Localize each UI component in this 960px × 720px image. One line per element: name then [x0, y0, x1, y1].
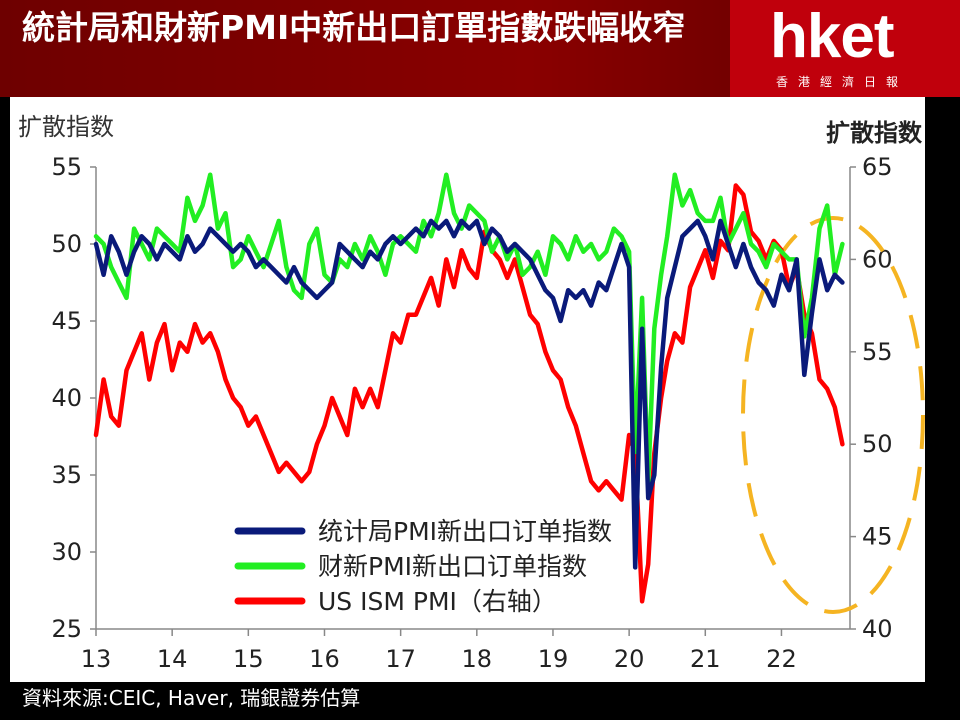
series-line-ism [93, 183, 845, 604]
right-tick-label: 65 [862, 153, 893, 181]
legend-label: 统计局PMI新出口订单指数 [318, 517, 612, 546]
left-tick-label: 50 [51, 230, 82, 258]
chart-axes: 55 50 45 40 35 30 25 65 60 55 50 45 40 13 14 15 16 17 18 19… [18, 113, 923, 673]
x-tick-label: 19 [538, 645, 569, 673]
right-tick-label: 40 [862, 615, 893, 643]
legend-label: US ISM PMI（右轴） [318, 587, 557, 616]
source-note: 資料來源:CEIC, Haver, 瑞銀證券估算 [18, 684, 365, 712]
left-tick-label: 40 [51, 384, 82, 412]
headline: 統計局和財新PMI中新出口訂單指數跌幅收窄 [22, 8, 686, 47]
x-tick-label: 14 [157, 645, 188, 673]
x-tick-label: 22 [766, 645, 797, 673]
header-banner: 統計局和財新PMI中新出口訂單指數跌幅收窄 hket 香港經濟日報 [0, 0, 960, 97]
highlight-annotation [741, 216, 925, 614]
right-axis-title: 扩散指数 [826, 119, 923, 147]
left-tick-label: 25 [51, 615, 82, 643]
hket-logo-subtext: 香港經濟日報 [776, 75, 909, 89]
x-tick-label: 13 [81, 645, 112, 673]
hket-logo[interactable]: hket [770, 2, 894, 71]
series-lines [93, 172, 845, 604]
left-tick-label: 45 [51, 307, 82, 335]
left-tick-label: 55 [51, 153, 82, 181]
series-line-caixin [93, 172, 845, 485]
left-tick-label: 35 [51, 461, 82, 489]
highlight-ellipse [741, 216, 925, 614]
line-chart: 55 50 45 40 35 30 25 65 60 55 50 45 40 13 14 15 16 17 18 19… [18, 113, 925, 673]
legend-label: 财新PMI新出口订单指数 [318, 552, 587, 581]
right-tick-label: 55 [862, 338, 893, 366]
x-tick-label: 15 [233, 645, 264, 673]
x-tick-label: 21 [690, 645, 721, 673]
series-line-nbs [93, 218, 845, 570]
x-tick-label: 16 [309, 645, 340, 673]
x-tick-label: 18 [462, 645, 493, 673]
left-tick-label: 30 [51, 538, 82, 566]
right-tick-label: 50 [862, 430, 893, 458]
x-tick-label: 20 [614, 645, 645, 673]
left-axis-title: 扩散指数 [18, 113, 114, 141]
right-tick-label: 45 [862, 523, 893, 551]
chart-panel: 55 50 45 40 35 30 25 65 60 55 50 45 40 13 14 15 16 17 18 19… [10, 97, 925, 682]
x-tick-label: 17 [385, 645, 416, 673]
logo-background [730, 0, 960, 97]
right-tick-label: 60 [862, 245, 893, 273]
